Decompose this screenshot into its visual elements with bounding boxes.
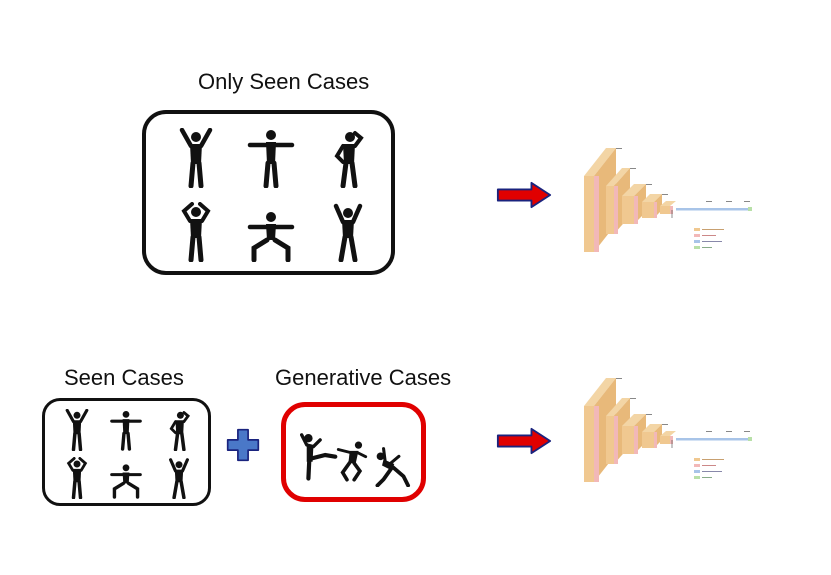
pose-hand-on-head-icon — [328, 128, 368, 188]
cnn-architecture-diagram-top — [576, 146, 756, 256]
pose-jump-icon — [334, 439, 370, 483]
right-arrow-icon — [496, 181, 552, 209]
generative-cases-title: Generative Cases — [275, 365, 452, 390]
seen-cases-title: Seen Cases — [64, 365, 184, 390]
seen-poses-box-top — [142, 110, 395, 275]
pose-lunge-icon — [372, 441, 412, 487]
pose-y-icon — [165, 457, 193, 499]
pose-t-icon — [109, 409, 143, 451]
right-arrow-icon — [496, 427, 552, 455]
pose-squat-icon — [246, 202, 296, 262]
pose-hands-over-head-icon — [176, 202, 216, 262]
pose-squat-icon — [109, 457, 143, 499]
seen-poses-box-bottom — [42, 398, 211, 506]
pose-arms-up-icon — [63, 409, 91, 451]
pose-arms-up-icon — [176, 128, 216, 188]
only-seen-cases-title: Only Seen Cases — [198, 69, 370, 94]
pose-hand-on-head-icon — [165, 409, 193, 451]
pose-hands-over-head-icon — [63, 457, 91, 499]
generative-poses-box — [281, 402, 426, 502]
pose-t-icon — [246, 128, 296, 188]
plus-icon — [226, 428, 260, 462]
cnn-architecture-diagram-bottom — [576, 376, 756, 486]
pose-y-icon — [328, 202, 368, 262]
